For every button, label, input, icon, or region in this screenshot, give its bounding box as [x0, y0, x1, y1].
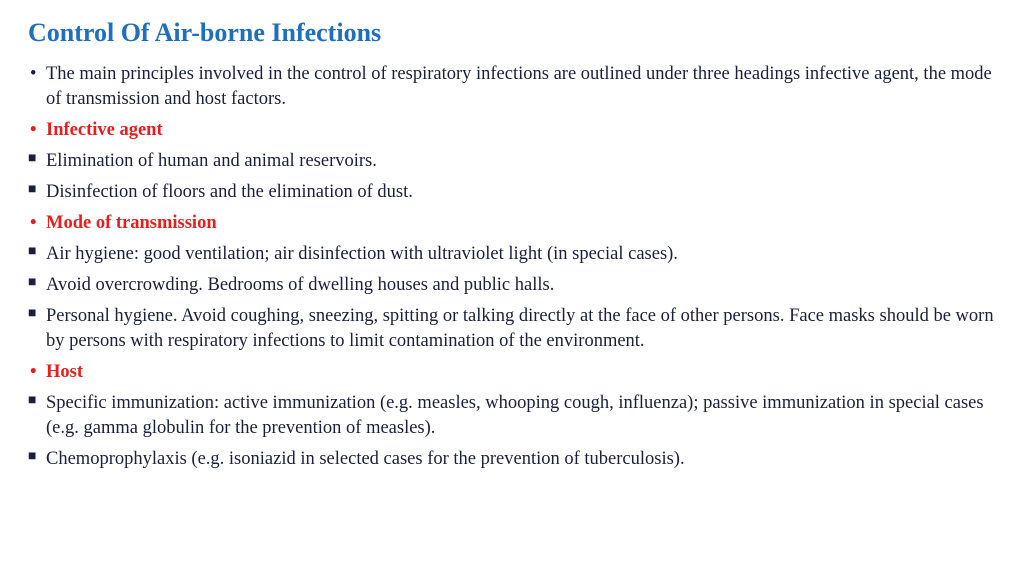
body-item: Elimination of human and animal reservoi… — [28, 149, 996, 174]
subheading-item: Infective agent — [28, 118, 996, 143]
body-item: Air hygiene: good ventilation; air disin… — [28, 242, 996, 267]
body-item: The main principles involved in the cont… — [28, 62, 996, 112]
subheading-item: Mode of transmission — [28, 211, 996, 236]
body-item: Specific immunization: active immunizati… — [28, 391, 996, 441]
page-title: Control Of Air-borne Infections — [28, 18, 996, 48]
content-body: The main principles involved in the cont… — [28, 62, 996, 472]
body-item: Personal hygiene. Avoid coughing, sneezi… — [28, 304, 996, 354]
body-item: Avoid overcrowding. Bedrooms of dwelling… — [28, 273, 996, 298]
body-item: Chemoprophylaxis (e.g. isoniazid in sele… — [28, 447, 996, 472]
body-item: Disinfection of floors and the eliminati… — [28, 180, 996, 205]
subheading-item: Host — [28, 360, 996, 385]
